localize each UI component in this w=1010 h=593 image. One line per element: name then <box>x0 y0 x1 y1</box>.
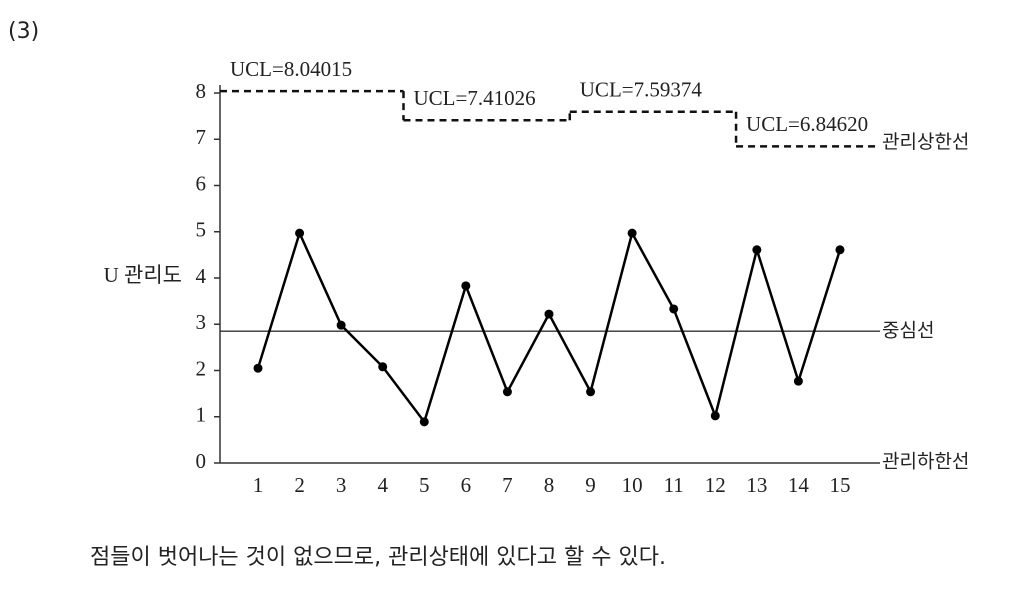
x-tick-label: 13 <box>746 473 767 497</box>
y-tick-label: 5 <box>196 218 207 242</box>
data-point <box>544 309 554 319</box>
x-tick-label: 14 <box>788 473 810 497</box>
y-tick-label: 6 <box>196 171 207 195</box>
y-tick-label: 2 <box>196 356 207 380</box>
x-tick-label: 6 <box>461 473 472 497</box>
data-point <box>710 411 720 421</box>
problem-number: (3) <box>8 19 39 44</box>
x-tick-label: 4 <box>377 473 388 497</box>
ucl-label: UCL=6.84620 <box>746 112 868 136</box>
data-point <box>669 304 679 314</box>
data-point <box>378 362 388 372</box>
y-axis-label: U 관리도 <box>104 263 182 287</box>
data-point <box>295 228 305 238</box>
data-point <box>336 320 346 330</box>
y-tick-label: 1 <box>196 403 207 427</box>
data-point <box>586 387 596 397</box>
ucl-label: UCL=8.04015 <box>230 57 352 81</box>
center-line-label: 중심선 <box>882 320 934 342</box>
data-point <box>461 281 471 291</box>
data-point <box>502 387 512 397</box>
y-tick-label: 0 <box>196 449 207 473</box>
x-tick-label: 10 <box>622 473 643 497</box>
x-tick-label: 11 <box>664 473 684 497</box>
data-point <box>752 245 762 255</box>
y-tick-label: 8 <box>196 79 207 103</box>
x-tick-label: 1 <box>253 473 264 497</box>
x-tick-label: 2 <box>294 473 305 497</box>
x-tick-label: 5 <box>419 473 430 497</box>
ucl-label: UCL=7.41026 <box>413 86 535 110</box>
ucl-name: 관리상한선 <box>882 131 969 153</box>
data-point <box>253 363 263 373</box>
x-tick-label: 15 <box>829 473 850 497</box>
x-tick-label: 12 <box>705 473 726 497</box>
data-point <box>793 376 803 386</box>
x-tick-label: 7 <box>502 473 513 497</box>
y-tick-label: 3 <box>196 310 207 334</box>
x-tick-label: 8 <box>544 473 555 497</box>
y-tick-label: 7 <box>196 125 207 149</box>
x-tick-label: 9 <box>585 473 596 497</box>
lcl-label: 관리하한선 <box>882 451 969 473</box>
x-tick-label: 3 <box>336 473 347 497</box>
data-line <box>256 229 842 425</box>
ucl-label: UCL=7.59374 <box>580 78 703 102</box>
data-point <box>627 228 637 238</box>
conclusion: 점들이 벗어나는 것이 없으므로, 관리상태에 있다고 할 수 있다. <box>90 545 666 570</box>
data-point <box>835 245 845 255</box>
y-tick-label: 4 <box>196 264 207 288</box>
data-point <box>419 417 429 427</box>
